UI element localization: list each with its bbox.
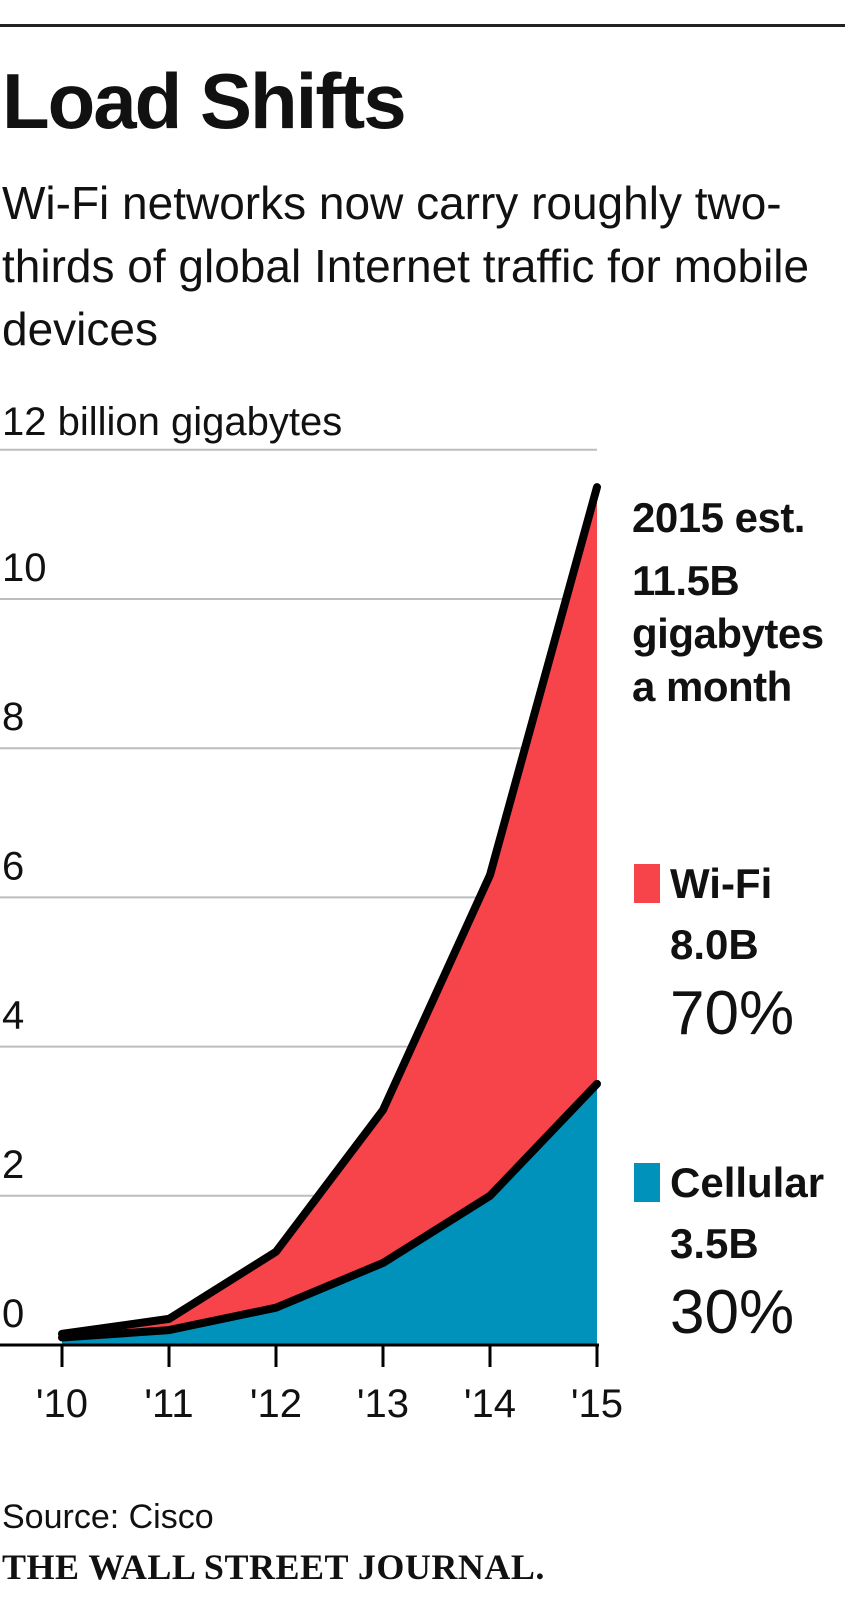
x-tick-label-3: '13 <box>357 1382 409 1426</box>
y-tick-label-4: 4 <box>2 994 24 1038</box>
x-tick-label-2: '12 <box>250 1382 302 1426</box>
y-axis-unit-label: 12 billion gigabytes <box>2 400 343 444</box>
annotation-period: a month <box>632 663 792 710</box>
areas <box>62 487 597 1345</box>
legend-swatch-cellular <box>634 1163 660 1202</box>
legend-share-wifi: 70% <box>670 979 795 1048</box>
legend-swatch-wifi <box>634 864 660 903</box>
total-annotation: 2015 est. 11.5B gigabytes a month <box>632 491 824 713</box>
tick-labels: '10 '11 '12 '13 '14 '15 0 2 4 6 8 10 <box>2 546 623 1426</box>
area-wifi <box>62 487 597 1338</box>
legend-value-cellular: 3.5B <box>670 1220 759 1267</box>
y-tick-label-6: 6 <box>2 844 24 888</box>
line-total <box>58 483 601 1338</box>
annotation-unit: gigabytes <box>632 610 824 657</box>
x-tick-label-1: '11 <box>144 1382 193 1426</box>
legend-label-cellular: Cellular <box>670 1159 825 1206</box>
legend-label-wifi: Wi-Fi <box>670 860 773 907</box>
legend-share-cellular: 30% <box>670 1278 795 1347</box>
annotation-year: 2015 est. <box>632 494 805 541</box>
y-tick-label-0: 0 <box>2 1292 24 1336</box>
y-tick-label-2: 2 <box>2 1143 24 1187</box>
chart-subtitle: Wi-Fi networks now carry roughly two-thi… <box>2 177 810 355</box>
y-tick-label-8: 8 <box>2 695 24 739</box>
top-rule <box>0 24 845 27</box>
x-tick-label-0: '10 <box>36 1382 88 1426</box>
y-tick-label-10: 10 <box>2 546 47 590</box>
annotation-total: 11.5B <box>632 557 740 604</box>
area-chart: '10 '11 '12 '13 '14 '15 0 2 4 6 8 10 <box>0 448 623 1426</box>
chart-title: Load Shifts <box>2 57 407 145</box>
line-cellular <box>58 1079 601 1342</box>
publisher-logo: THE WALL STREET JOURNAL. <box>2 1547 545 1587</box>
x-tick-label-4: '14 <box>464 1382 516 1426</box>
series-lines <box>58 483 601 1342</box>
gridlines <box>0 448 597 1197</box>
source-note: Source: Cisco <box>2 1498 214 1536</box>
legend-value-wifi: 8.0B <box>670 921 759 968</box>
x-axis <box>0 1343 599 1367</box>
x-tick-label-5: '15 <box>571 1382 623 1426</box>
area-cellular <box>62 1083 597 1345</box>
